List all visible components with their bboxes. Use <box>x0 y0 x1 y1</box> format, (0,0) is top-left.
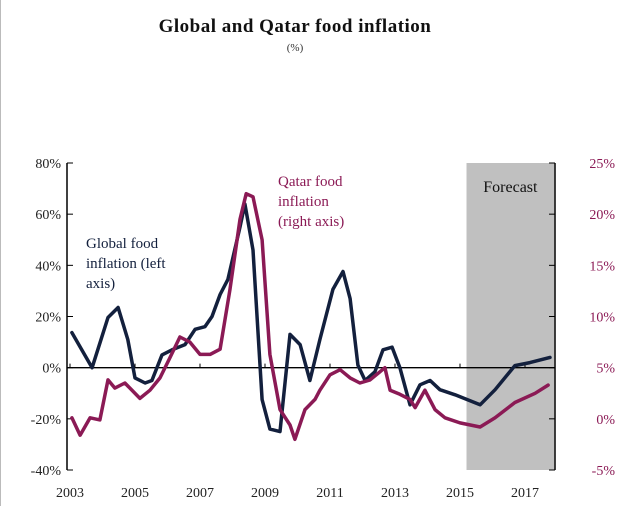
left-border <box>0 0 1 506</box>
global-series-label: Global food <box>86 236 159 252</box>
global-series-label: axis) <box>86 276 115 292</box>
forecast-region <box>466 163 555 470</box>
left-tick-label: 0% <box>42 362 61 377</box>
left-tick-label: 80% <box>35 157 61 172</box>
x-tick-label: 2015 <box>446 486 474 501</box>
qatar-series-label: inflation <box>278 194 329 210</box>
x-tick-label: 2017 <box>511 486 539 501</box>
left-tick-label: 20% <box>35 311 61 326</box>
x-tick-label: 2007 <box>186 486 214 501</box>
right-tick-label: 15% <box>589 259 615 274</box>
x-tick-label: 2005 <box>121 486 149 501</box>
forecast-label: Forecast <box>483 179 538 196</box>
right-tick-label: -5% <box>592 464 616 479</box>
right-tick-label: 25% <box>589 157 615 172</box>
x-tick-label: 2009 <box>251 486 279 501</box>
left-tick-label: -40% <box>31 464 62 479</box>
x-tick-label: 2003 <box>56 486 84 501</box>
left-tick-label: 60% <box>35 208 61 223</box>
chart-title: Global and Qatar food inflation <box>158 16 432 37</box>
x-tick-label: 2013 <box>381 486 409 501</box>
right-tick-label: 10% <box>589 311 615 326</box>
left-tick-label: 40% <box>35 259 61 274</box>
right-tick-label: 0% <box>596 413 615 428</box>
left-tick-label: -20% <box>31 413 62 428</box>
chart-subtitle: (%) <box>286 42 304 54</box>
qatar-series-label: (right axis) <box>278 214 344 230</box>
x-tick-label: 2011 <box>316 486 343 501</box>
qatar-series-label: Qatar food <box>278 174 343 190</box>
right-tick-label: 20% <box>589 208 615 223</box>
right-tick-label: 5% <box>596 362 615 377</box>
global-series-label: inflation (left <box>86 256 166 272</box>
